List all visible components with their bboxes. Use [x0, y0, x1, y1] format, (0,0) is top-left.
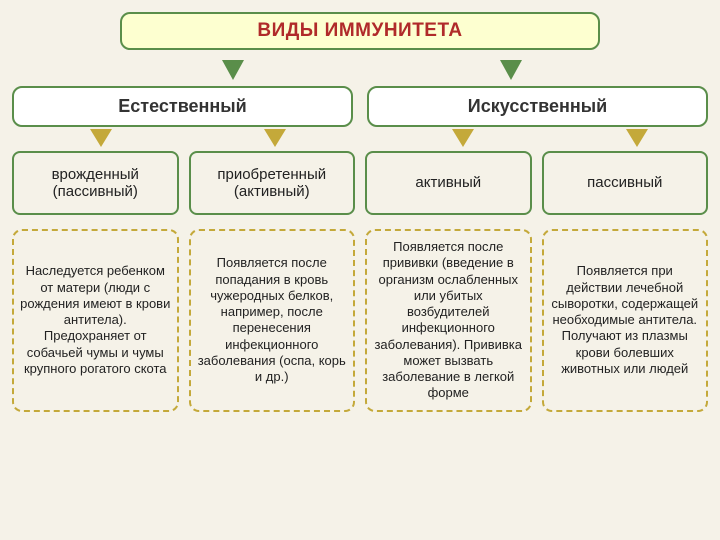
subtype-passive: пассивный	[542, 151, 709, 215]
description-text: Появляется при действии лечебной сыворот…	[550, 263, 701, 377]
title-text: ВИДЫ ИММУНИТЕТА	[257, 20, 462, 41]
subtype-innate-passive: врожденный (пассивный)	[12, 151, 179, 215]
subtype-label: врожденный (пассивный)	[18, 166, 173, 201]
subtype-label: приобретенный (активный)	[195, 166, 350, 201]
arrow-down-icon	[626, 129, 648, 147]
subtype-label: активный	[415, 174, 481, 191]
category-label: Искусственный	[468, 96, 607, 116]
description-text: Появляется после попадания в кровь чужер…	[197, 255, 348, 385]
title-box: ВИДЫ ИММУНИТЕТА	[120, 12, 600, 50]
description-innate: Наследуется ребенком от матери (люди с р…	[12, 229, 179, 412]
category-row: Естественный Искусственный	[12, 86, 708, 127]
arrow-down-icon	[90, 129, 112, 147]
description-row: Наследуется ребенком от матери (люди с р…	[12, 229, 708, 412]
subtype-acquired-active: приобретенный (активный)	[189, 151, 356, 215]
subtype-label: пассивный	[587, 174, 662, 191]
arrows-level-1	[12, 58, 708, 86]
description-text: Появляется после прививки (введение в ор…	[373, 239, 524, 402]
arrows-level-2	[12, 127, 708, 151]
arrow-down-icon	[500, 60, 522, 80]
description-active: Появляется после прививки (введение в ор…	[365, 229, 532, 412]
arrow-down-icon	[452, 129, 474, 147]
description-text: Наследуется ребенком от матери (люди с р…	[20, 263, 171, 377]
arrow-down-icon	[264, 129, 286, 147]
description-passive: Появляется при действии лечебной сыворот…	[542, 229, 709, 412]
subtype-row: врожденный (пассивный) приобретенный (ак…	[12, 151, 708, 215]
description-acquired: Появляется после попадания в кровь чужер…	[189, 229, 356, 412]
arrow-down-icon	[222, 60, 244, 80]
subtype-active: активный	[365, 151, 532, 215]
category-label: Естественный	[118, 96, 246, 116]
category-artificial: Искусственный	[367, 86, 708, 127]
category-natural: Естественный	[12, 86, 353, 127]
diagram-root: ВИДЫ ИММУНИТЕТА Естественный Искусственн…	[0, 0, 720, 420]
